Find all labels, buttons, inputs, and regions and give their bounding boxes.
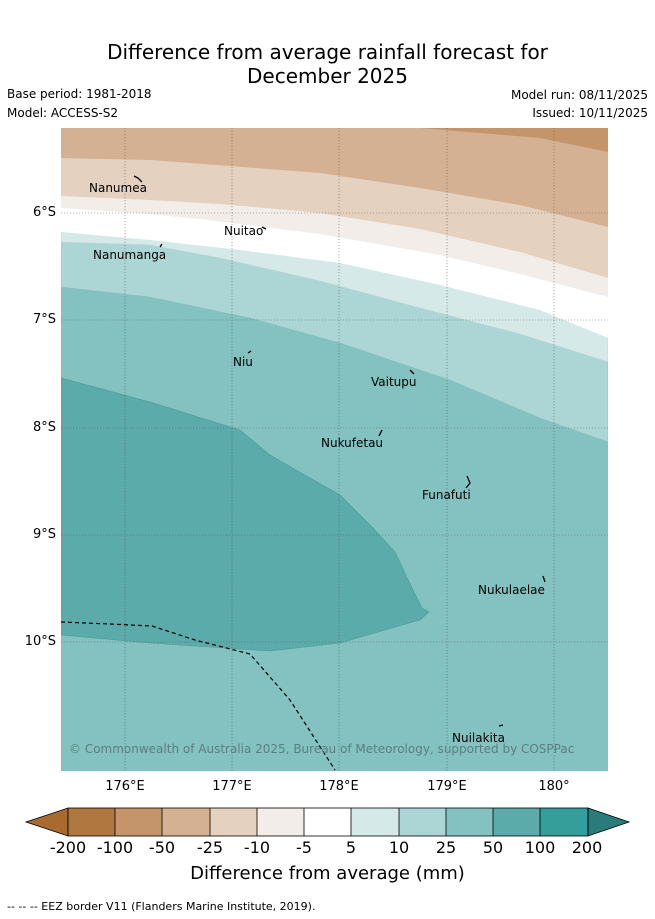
title-line-2: December 2025 — [247, 64, 408, 88]
copyright-notice: © Commonwealth of Australia 2025, Bureau… — [69, 742, 575, 756]
graticule — [61, 128, 608, 771]
colorbar-cell-7 — [351, 808, 399, 836]
colorbar-dividers — [114, 808, 541, 836]
colorbar-tick: 25 — [435, 838, 457, 857]
colorbar-tick: -100 — [96, 838, 134, 857]
band-minus50-minus100 — [420, 128, 608, 152]
colorbar-cell-9 — [446, 808, 493, 836]
model-run: Model run: 08/11/2025 — [510, 88, 648, 102]
colorbar-tick: 100 — [524, 838, 556, 857]
place-nanumanga: Nanumanga — [93, 248, 167, 262]
place-niu: Niu — [233, 355, 253, 369]
place-nukufetau: Nukufetau — [321, 436, 384, 450]
issued-date: Issued: 10/11/2025 — [532, 106, 648, 120]
chart-title: Difference from average rainfall forecas… — [0, 40, 655, 88]
colorbar-cell-11 — [540, 808, 588, 836]
lat-label-9s: 9°S — [32, 527, 56, 542]
colorbar-cell-3 — [162, 808, 210, 836]
lon-label-176e: 176°E — [105, 779, 145, 794]
colorbar-min-arrow — [24, 807, 69, 837]
place-nukulaelae: Nukulaelae — [478, 583, 545, 597]
colorbar-cell-4 — [210, 808, 257, 836]
island-funafuti — [465, 475, 471, 489]
colorbar-title: Difference from average (mm) — [190, 863, 465, 884]
island-nukufetau — [378, 429, 383, 437]
lon-label-178e: 178°E — [319, 779, 359, 794]
island-niu — [247, 350, 252, 354]
lat-label-10s: 10°S — [24, 634, 56, 649]
island-marks — [133, 175, 546, 727]
colorbar-tick: 200 — [571, 838, 603, 857]
model-name: Model: ACCESS-S2 — [7, 106, 119, 120]
colorbar-tick: -10 — [243, 838, 271, 857]
island-nuilakita — [498, 724, 504, 727]
place-nuitao: Nuitao — [224, 224, 264, 238]
colorbar-cell-1 — [68, 808, 115, 836]
eez-footnote: -- -- -- EEZ border V11 (Flanders Marine… — [7, 900, 316, 913]
colorbar — [24, 807, 631, 837]
band-50-100 — [61, 377, 430, 652]
lat-label-8s: 8°S — [32, 420, 56, 435]
colorbar-frame — [67, 807, 589, 837]
colorbar-tick: -25 — [196, 838, 224, 857]
colorbar-cell-5 — [257, 808, 304, 836]
lon-label-179e: 179°E — [427, 779, 467, 794]
place-nanumea: Nanumea — [89, 181, 147, 195]
band-minus25-minus50 — [61, 128, 608, 227]
colorbar-tick: 10 — [388, 838, 410, 857]
colorbar-tick: 50 — [482, 838, 504, 857]
place-funafuti: Funafuti — [422, 488, 471, 502]
colorbar-cell-2 — [115, 808, 162, 836]
map-contours — [61, 128, 608, 771]
place-nuilakita: Nuilakita — [452, 731, 505, 745]
island-nanumea — [133, 175, 143, 183]
colorbar-tick: -200 — [49, 838, 87, 857]
lon-label-180: 180° — [538, 779, 570, 794]
colorbar-tick: -50 — [148, 838, 176, 857]
eez-border — [61, 621, 336, 771]
colorbar-max-arrow — [587, 807, 631, 837]
title-line-1: Difference from average rainfall forecas… — [107, 40, 548, 64]
island-nanumanga — [159, 243, 163, 248]
island-nuitao — [261, 226, 267, 230]
lon-label-177e: 177°E — [212, 779, 252, 794]
island-nukulaelae — [542, 575, 546, 583]
colorbar-cell-6 — [304, 808, 351, 836]
place-vaitupu: Vaitupu — [371, 375, 417, 389]
colorbar-cell-10 — [493, 808, 540, 836]
base-period: Base period: 1981-2018 — [7, 87, 152, 101]
colorbar-cell-8 — [399, 808, 446, 836]
lat-label-6s: 6°S — [32, 205, 56, 220]
lat-label-7s: 7°S — [32, 312, 56, 327]
colorbar-tick: -5 — [296, 838, 312, 857]
colorbar-tick: 5 — [345, 838, 357, 857]
island-vaitupu — [409, 369, 415, 375]
